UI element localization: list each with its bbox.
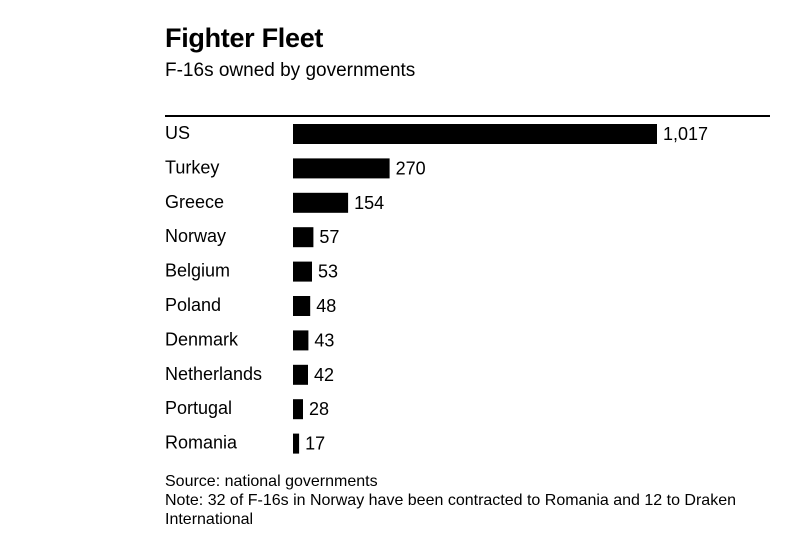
bar <box>293 261 312 282</box>
bar <box>293 158 390 179</box>
category-label: Netherlands <box>165 364 262 384</box>
category-label: Portugal <box>165 398 232 418</box>
value-label: 17 <box>305 434 325 454</box>
value-label: 270 <box>396 158 426 178</box>
category-label: Greece <box>165 192 224 212</box>
value-label: 1,017 <box>663 124 708 144</box>
bar <box>293 330 309 351</box>
bar <box>293 364 308 385</box>
value-label: 42 <box>314 365 334 385</box>
value-label: 57 <box>319 227 339 247</box>
value-label: 154 <box>354 193 384 213</box>
category-label: Denmark <box>165 329 239 349</box>
category-label: Belgium <box>165 261 230 281</box>
category-label: Romania <box>165 433 238 453</box>
bar <box>293 399 303 420</box>
bar <box>293 227 314 248</box>
bar <box>293 433 300 454</box>
category-label: US <box>165 123 190 143</box>
value-label: 48 <box>316 296 336 316</box>
chart-footer: Source: national governments Note: 32 of… <box>165 472 765 529</box>
category-label: Norway <box>165 226 226 246</box>
category-label: Poland <box>165 295 221 315</box>
source-note: Source: national governments <box>165 473 378 490</box>
bar <box>293 296 311 316</box>
bar <box>293 124 657 144</box>
bar <box>293 192 349 213</box>
value-label: 43 <box>314 330 334 350</box>
chart-subtitle: F-16s owned by governments <box>165 60 416 81</box>
value-label: 53 <box>318 262 338 282</box>
value-label: 28 <box>309 399 329 419</box>
footnote: Note: 32 of F-16s in Norway have been co… <box>165 492 736 528</box>
chart-title: Fighter Fleet <box>165 23 324 53</box>
category-label: Turkey <box>165 157 219 177</box>
top-rule <box>165 115 770 117</box>
